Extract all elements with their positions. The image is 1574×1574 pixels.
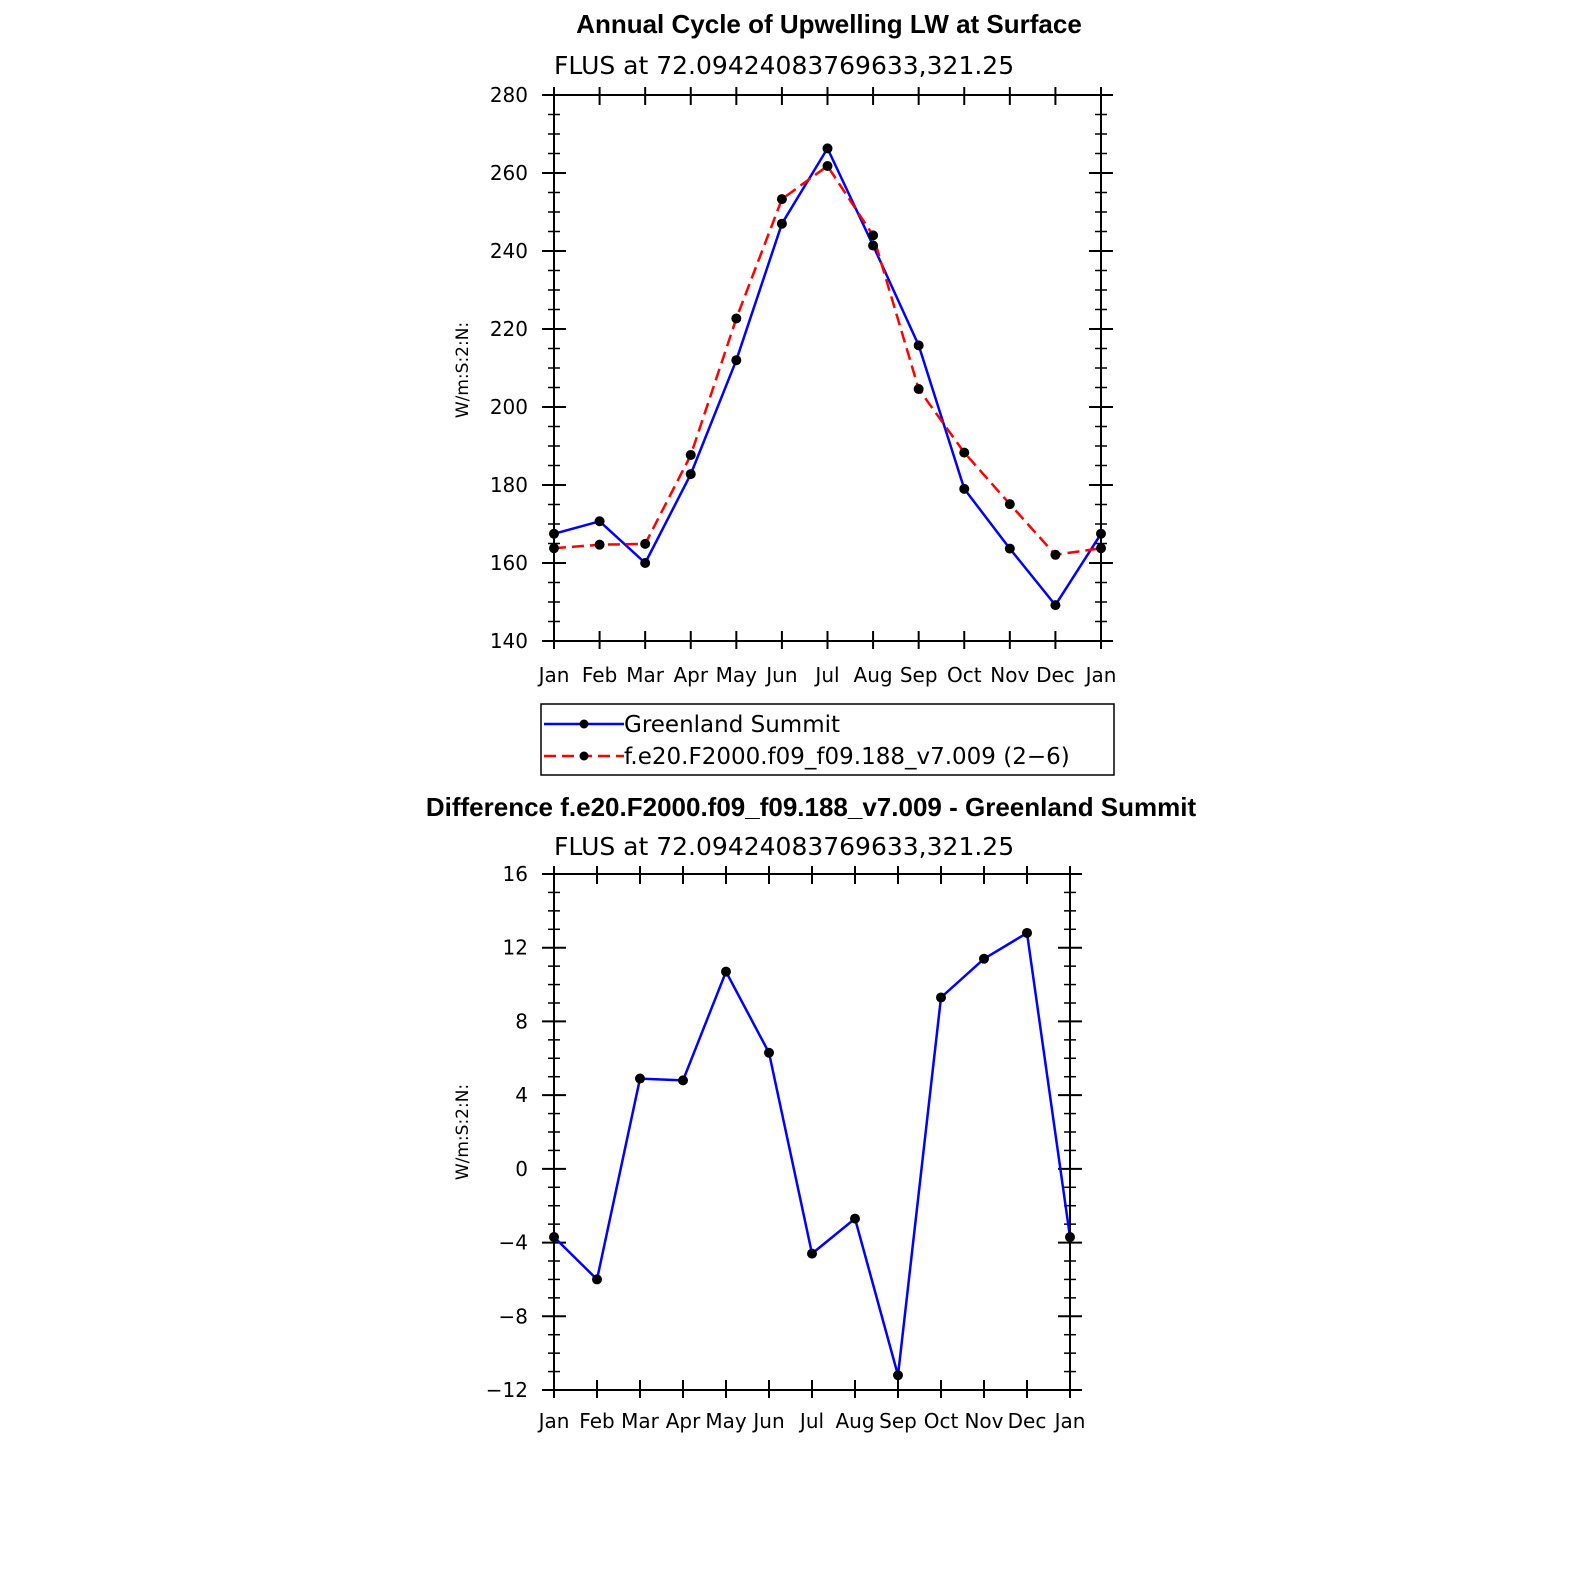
- x-tick-label: Jan: [537, 1409, 570, 1433]
- legend-marker-model: [579, 751, 589, 761]
- x-tick-label: Jan: [537, 663, 570, 687]
- y-tick-label: 260: [490, 161, 528, 185]
- data-point-series-0: [685, 469, 696, 480]
- x-tick-label: Aug: [835, 1409, 874, 1433]
- data-point-series-1: [640, 538, 651, 549]
- x-tick-label: May: [716, 663, 758, 687]
- data-point-series-0: [640, 558, 651, 568]
- data-point-series-0: [959, 483, 970, 494]
- data-point-series-0: [1022, 927, 1032, 938]
- chart-title: Annual Cycle of Upwelling LW at Surface: [576, 9, 1082, 39]
- data-point-series-0: [936, 992, 946, 1003]
- chart-title: Difference f.e20.F2000.f09_f09.188_v7.00…: [426, 792, 1197, 822]
- x-tick-label: Nov: [964, 1409, 1003, 1433]
- legend-box: [540, 703, 1115, 776]
- chart-subtitle: FLUS at 72.09424083769633,321.25: [554, 51, 1014, 80]
- data-point-series-0: [1004, 543, 1015, 554]
- y-axis-label: W/m:S:2:N:: [453, 1084, 473, 1180]
- data-point-series-0: [776, 218, 787, 229]
- x-tick-label: Dec: [1036, 663, 1075, 687]
- x-tick-label: Jun: [751, 1409, 784, 1433]
- data-point-series-1: [1004, 499, 1015, 510]
- data-point-series-0: [868, 240, 879, 251]
- y-tick-label: 0: [515, 1157, 528, 1181]
- legend-label-greenland-summit: Greenland Summit: [624, 712, 840, 738]
- x-tick-label: Feb: [582, 663, 617, 687]
- y-tick-label: −4: [499, 1231, 528, 1255]
- data-point-series-0: [822, 143, 833, 154]
- legend: Greenland Summit f.e20.F2000.f09_f09.188…: [540, 703, 1115, 776]
- data-point-series-0: [979, 953, 989, 964]
- data-point-series-1: [959, 447, 970, 458]
- y-tick-label: 8: [515, 1009, 528, 1033]
- data-point-series-0: [594, 516, 605, 527]
- data-point-series-1: [731, 313, 742, 324]
- x-tick-label: Dec: [1008, 1409, 1047, 1433]
- data-point-series-0: [635, 1073, 645, 1084]
- y-tick-label: 280: [490, 83, 528, 107]
- data-point-series-1: [822, 160, 833, 171]
- x-tick-label: Apr: [673, 663, 708, 687]
- data-point-series-0: [592, 1274, 602, 1285]
- x-tick-label: Oct: [924, 1409, 959, 1433]
- data-point-series-0: [1050, 600, 1061, 611]
- x-tick-label: Mar: [621, 1409, 660, 1433]
- y-tick-label: −8: [499, 1304, 528, 1328]
- data-point-series-0: [893, 1370, 903, 1381]
- x-tick-label: Feb: [579, 1409, 614, 1433]
- data-point-series-0: [913, 340, 924, 351]
- x-tick-label: Nov: [990, 663, 1029, 687]
- data-point-series-0: [678, 1075, 688, 1086]
- x-tick-label: Mar: [626, 663, 665, 687]
- y-tick-label: 220: [490, 317, 528, 341]
- x-tick-label: Jul: [798, 1409, 824, 1433]
- data-point-series-0: [764, 1047, 774, 1058]
- legend-marker-greenland-summit: [579, 719, 589, 729]
- y-tick-label: 12: [503, 936, 528, 960]
- legend-label-model: f.e20.F2000.f09_f09.188_v7.009 (2−6): [624, 744, 1070, 770]
- y-tick-label: 4: [515, 1083, 528, 1107]
- plot-frame: [553, 94, 1102, 642]
- x-tick-label: Jan: [1053, 1409, 1086, 1433]
- y-tick-label: 200: [490, 395, 528, 419]
- data-point-series-0: [731, 355, 742, 366]
- data-point-series-0: [807, 1248, 817, 1259]
- x-tick-label: Jan: [1084, 663, 1117, 687]
- x-tick-label: Jun: [764, 663, 797, 687]
- data-point-series-1: [913, 384, 924, 395]
- y-axis-label: W/m:S:2:N:: [453, 322, 473, 418]
- data-point-series-1: [685, 449, 696, 460]
- y-tick-label: 160: [490, 551, 528, 575]
- y-tick-label: 180: [490, 473, 528, 497]
- difference-chart: Difference f.e20.F2000.f09_f09.188_v7.00…: [426, 792, 1197, 1433]
- data-point-series-1: [868, 230, 879, 241]
- x-tick-label: Jul: [813, 663, 839, 687]
- y-tick-label: 140: [490, 629, 528, 653]
- data-point-series-1: [1050, 549, 1061, 560]
- y-tick-label: −12: [486, 1378, 528, 1402]
- x-tick-label: Aug: [854, 663, 893, 687]
- data-point-series-0: [850, 1213, 860, 1224]
- x-tick-label: Apr: [666, 1409, 701, 1433]
- x-tick-label: Sep: [900, 663, 938, 687]
- y-tick-label: 16: [503, 862, 528, 886]
- x-tick-label: Sep: [879, 1409, 917, 1433]
- x-tick-label: May: [705, 1409, 747, 1433]
- y-tick-label: 240: [490, 239, 528, 263]
- data-point-series-1: [594, 539, 605, 550]
- chart-subtitle: FLUS at 72.09424083769633,321.25: [554, 832, 1014, 861]
- data-point-series-1: [776, 194, 787, 205]
- plot-frame: [553, 873, 1071, 1391]
- annual-cycle-chart: Annual Cycle of Upwelling LW at Surface …: [453, 9, 1117, 776]
- x-tick-label: Oct: [947, 663, 982, 687]
- data-point-series-0: [721, 966, 731, 977]
